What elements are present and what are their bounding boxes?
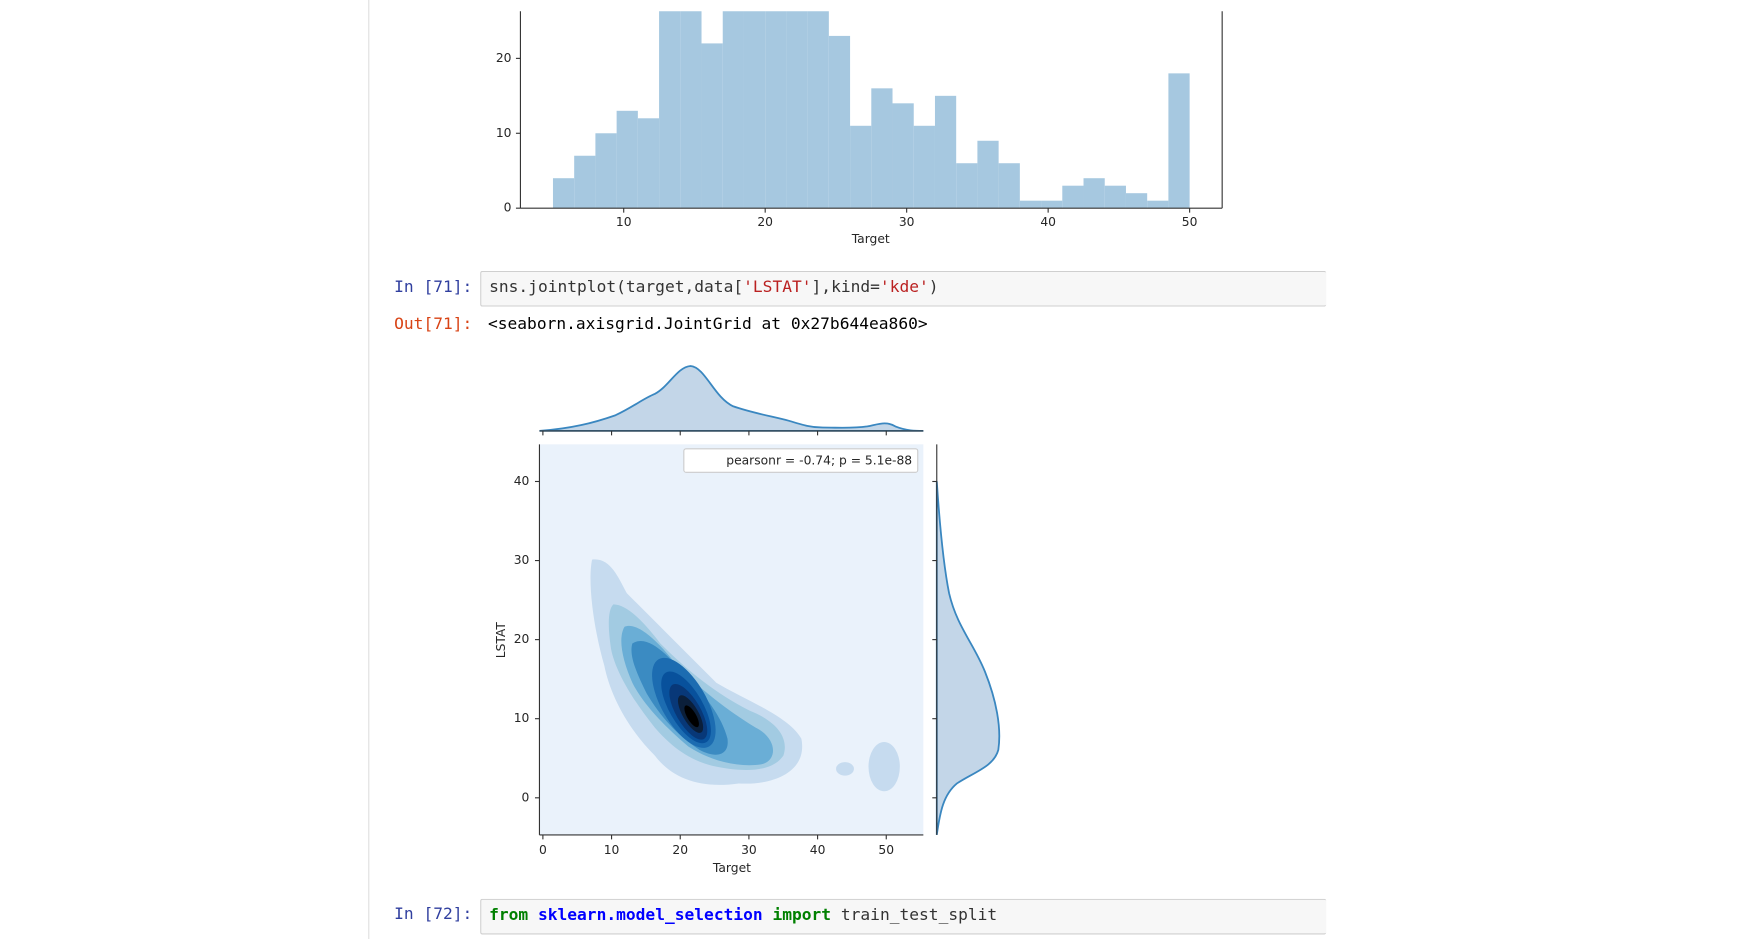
bar	[828, 35, 851, 209]
bar	[850, 125, 872, 209]
code-token: 'LSTAT'	[743, 278, 812, 297]
y-tick-label: 20	[496, 51, 512, 65]
prompt: Out[71]:	[394, 315, 473, 334]
bar	[786, 11, 808, 209]
prompt: In [71]:	[394, 278, 473, 297]
x-axis-label: Target	[712, 861, 751, 875]
bar	[1104, 185, 1126, 209]
code-token: ],kind=	[811, 278, 880, 297]
x-tick-label: 50	[878, 843, 894, 857]
x-tick-label: 30	[741, 843, 757, 857]
x-axis-label: Target	[851, 232, 890, 246]
y-tick-label: 30	[514, 553, 530, 567]
bar	[934, 95, 957, 209]
y-tick-label: 0	[522, 790, 530, 804]
bar	[722, 11, 744, 209]
code-token: import	[772, 906, 832, 925]
bar	[595, 133, 617, 209]
y-tick-label: 20	[514, 632, 530, 646]
bar	[1147, 200, 1169, 209]
bar	[913, 125, 935, 209]
bar	[680, 11, 702, 209]
bar	[977, 140, 999, 209]
kde-contours	[590, 559, 900, 792]
x-tick-label: 50	[1182, 215, 1198, 229]
bar	[743, 11, 766, 209]
code-token: sklearn.model_selection	[537, 906, 763, 925]
bar	[1041, 200, 1063, 209]
code-token: train_test_split	[831, 906, 998, 925]
bar	[765, 11, 787, 209]
bar	[956, 163, 978, 209]
y-tick-label: 40	[514, 474, 530, 488]
x-tick-label: 20	[672, 843, 688, 857]
y-tick-label: 10	[496, 126, 512, 140]
x-tick-label: 10	[616, 215, 632, 229]
bar	[552, 178, 575, 209]
marginal-kde	[539, 365, 924, 432]
prompt: In [72]:	[394, 905, 473, 924]
bar	[659, 11, 681, 209]
code-token	[763, 907, 773, 925]
bar	[871, 88, 893, 209]
code: sns.jointplot(target,data['LSTAT'],kind=…	[489, 279, 938, 297]
bar	[701, 43, 723, 209]
code: from sklearn.model_selection import trai…	[489, 907, 997, 925]
bar	[574, 155, 596, 209]
marginal-kde	[935, 481, 1001, 836]
bar	[1125, 193, 1148, 209]
y-tick-label: 0	[504, 201, 512, 215]
legend	[683, 448, 919, 473]
annotation: pearsonr = -0.74; p = 5.1e-88	[726, 454, 912, 468]
code-token	[528, 907, 538, 925]
x-tick-label: 0	[539, 843, 547, 857]
code-token: sns.jointplot(target,data[	[489, 278, 744, 297]
bar	[807, 11, 829, 209]
jointplot-chart: pearsonr = -0.74; p = 5.1e-88 Target LST…	[494, 365, 1001, 875]
x-tick-label: 20	[757, 215, 773, 229]
x-tick-label: 30	[899, 215, 915, 229]
bar	[1019, 200, 1042, 209]
bar	[1062, 185, 1084, 209]
y-tick-label: 10	[514, 711, 530, 725]
histogram-chart: Target 10 20 30 40 50 0 10 20	[496, 11, 1223, 246]
code-cell[interactable]: sns.jointplot(target,data['LSTAT'],kind=…	[480, 270, 1327, 307]
bar	[892, 103, 914, 209]
y-axis-label: LSTAT	[494, 622, 508, 659]
bar	[1083, 178, 1105, 209]
cell-border	[368, 0, 370, 939]
x-tick-label: 10	[604, 843, 620, 857]
bar	[1168, 73, 1190, 209]
code-token: from	[489, 906, 529, 925]
bars	[552, 11, 1190, 209]
code-token: )	[928, 278, 939, 297]
x-tick-label: 40	[810, 843, 826, 857]
bar	[616, 110, 638, 209]
code-cell[interactable]: from sklearn.model_selection import trai…	[480, 898, 1327, 935]
x-tick-label: 40	[1040, 215, 1056, 229]
bar	[998, 163, 1020, 209]
code-token: 'kde'	[879, 278, 929, 297]
output-text: <seaborn.axisgrid.JointGrid at 0x27b644e…	[487, 315, 928, 334]
bar	[637, 118, 660, 209]
